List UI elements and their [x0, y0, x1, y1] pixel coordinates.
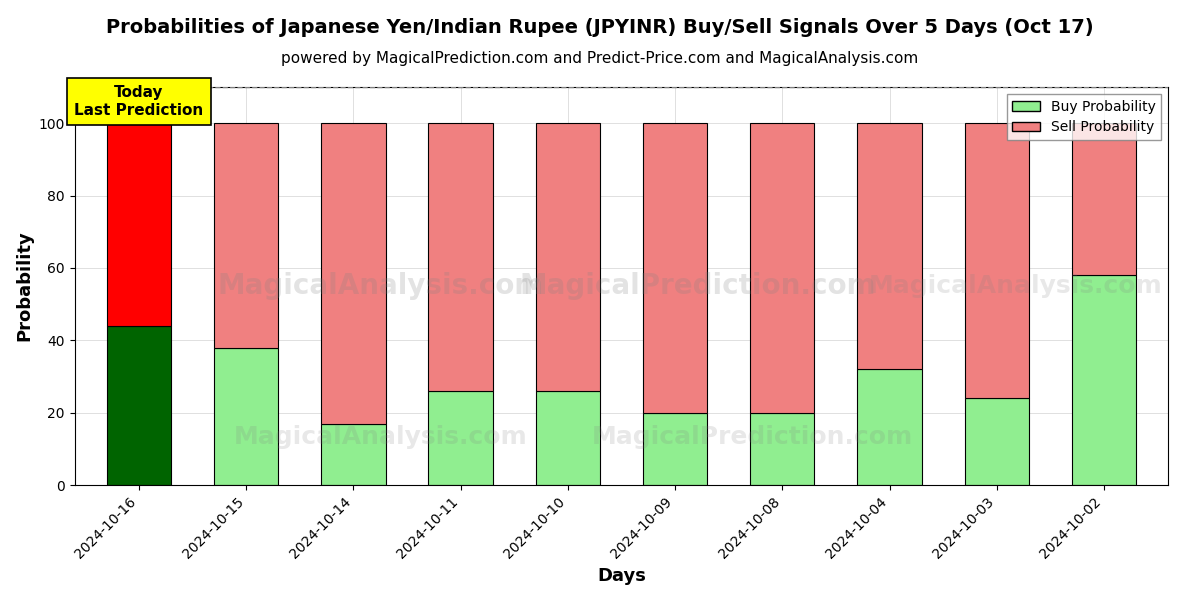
Bar — [214, 123, 278, 347]
Bar — [965, 398, 1028, 485]
Text: Today
Last Prediction: Today Last Prediction — [74, 85, 204, 118]
Text: Probabilities of Japanese Yen/Indian Rupee (JPYINR) Buy/Sell Signals Over 5 Days: Probabilities of Japanese Yen/Indian Rup… — [106, 18, 1094, 37]
Bar — [965, 123, 1028, 398]
Text: MagicalPrediction.com: MagicalPrediction.com — [592, 425, 913, 449]
Bar — [535, 391, 600, 485]
Bar — [214, 347, 278, 485]
Bar — [643, 123, 707, 413]
Text: MagicalAnalysis.com: MagicalAnalysis.com — [869, 274, 1162, 298]
Bar — [428, 123, 493, 391]
Bar — [1072, 275, 1136, 485]
Text: MagicalPrediction.com: MagicalPrediction.com — [520, 272, 876, 300]
Bar — [535, 123, 600, 391]
Bar — [857, 370, 922, 485]
Text: powered by MagicalPrediction.com and Predict-Price.com and MagicalAnalysis.com: powered by MagicalPrediction.com and Pre… — [281, 51, 919, 66]
Bar — [428, 391, 493, 485]
X-axis label: Days: Days — [598, 567, 646, 585]
Bar — [107, 326, 172, 485]
Y-axis label: Probability: Probability — [16, 231, 34, 341]
Bar — [1072, 123, 1136, 275]
Bar — [643, 413, 707, 485]
Bar — [322, 424, 385, 485]
Bar — [750, 123, 815, 413]
Bar — [750, 413, 815, 485]
Text: MagicalAnalysis.com: MagicalAnalysis.com — [217, 272, 544, 300]
Bar — [107, 123, 172, 326]
Bar — [322, 123, 385, 424]
Bar — [857, 123, 922, 370]
Text: MagicalAnalysis.com: MagicalAnalysis.com — [234, 425, 528, 449]
Legend: Buy Probability, Sell Probability: Buy Probability, Sell Probability — [1007, 94, 1162, 140]
